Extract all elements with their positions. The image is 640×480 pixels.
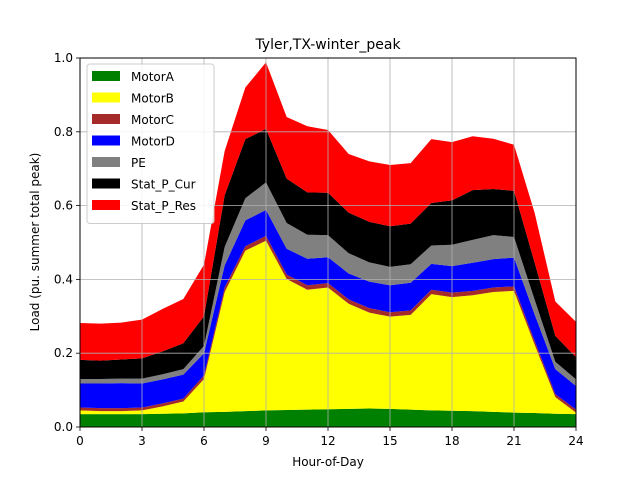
- x-tick-label: 24: [568, 434, 583, 448]
- x-tick-label: 21: [506, 434, 521, 448]
- legend-swatch: [92, 200, 120, 210]
- legend-label: MotorC: [131, 113, 174, 127]
- legend-label: Stat_P_Cur: [131, 178, 196, 192]
- x-axis-ticks: 0 3 6 9 12 15 18 21 24: [76, 427, 584, 448]
- y-axis-ticks: 0.0 0.2 0.4 0.6 0.8 1.0: [54, 51, 80, 434]
- legend-swatch: [92, 178, 120, 189]
- legend-swatch: [92, 157, 120, 167]
- legend-label: PE: [131, 156, 146, 170]
- x-tick-label: 9: [262, 434, 270, 448]
- y-tick-label: 0.2: [54, 346, 73, 360]
- legend-label: MotorB: [131, 92, 174, 106]
- y-tick-label: 0.8: [54, 125, 73, 139]
- legend-swatch: [92, 92, 120, 103]
- y-tick-label: 1.0: [54, 51, 73, 65]
- x-tick-label: 12: [320, 434, 335, 448]
- legend-label: MotorD: [131, 135, 175, 149]
- x-tick-label: 3: [138, 434, 146, 448]
- legend: MotorA MotorB MotorC MotorD PE Stat_P_Cur Stat…: [86, 63, 215, 224]
- y-axis-label: Load (pu. summer total peak): [28, 153, 42, 332]
- x-tick-label: 0: [76, 434, 84, 448]
- legend-label: MotorA: [131, 70, 175, 84]
- x-tick-label: 15: [382, 434, 397, 448]
- legend-label: Stat_P_Res: [131, 199, 196, 213]
- x-axis-label: Hour-of-Day: [292, 455, 364, 469]
- x-tick-label: 18: [444, 434, 459, 448]
- y-tick-label: 0.6: [54, 199, 73, 213]
- y-tick-label: 0.4: [54, 272, 73, 286]
- y-tick-label: 0.0: [54, 420, 73, 434]
- legend-swatch: [92, 71, 120, 81]
- x-tick-label: 6: [200, 434, 208, 448]
- legend-swatch: [92, 114, 120, 124]
- chart-title: Tyler,TX-winter_peak: [254, 37, 401, 53]
- legend-swatch: [92, 135, 120, 146]
